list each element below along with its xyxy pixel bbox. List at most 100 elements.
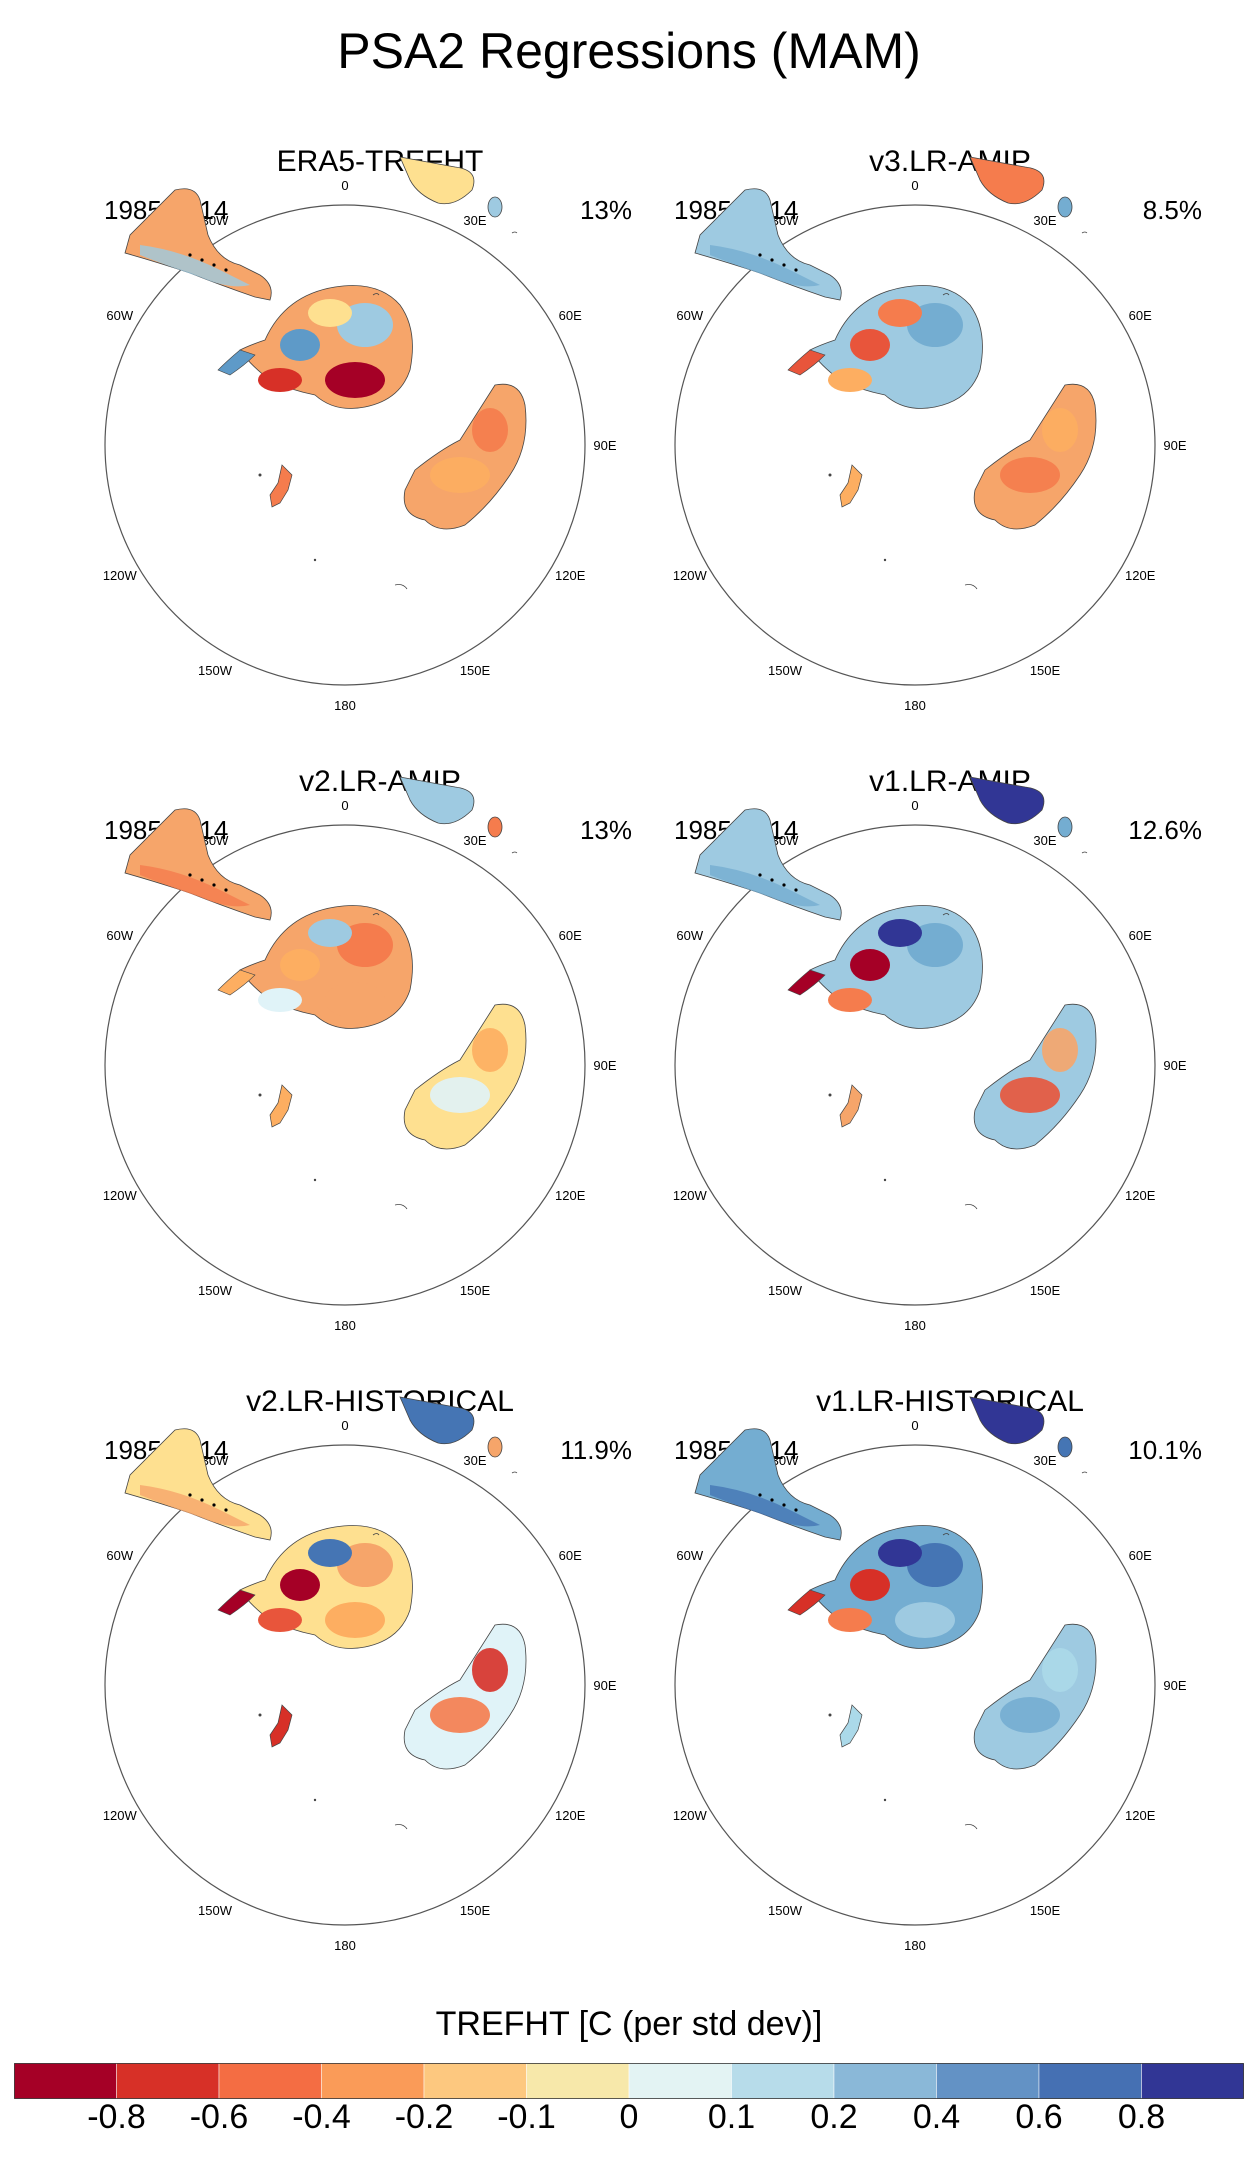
colorbar-tick-label: 0 [619,2098,639,2136]
panel-variance-percent: 8.5% [1142,195,1202,225]
longitude-label: 150E [1030,663,1061,678]
south-america-landmass [694,1428,842,1541]
africa-landmass [399,776,475,825]
map-boundary [104,824,586,1306]
map-panel: v3.LR-AMIP1985-20148.5%030E60E90E120E150… [670,145,1230,725]
longitude-label: 60E [1129,1548,1152,1563]
longitude-label: 0 [341,178,348,193]
polar-map: 030E60E90E120E150E180150W120W90W60W30W [673,776,1187,1333]
longitude-label: 60W [676,1548,703,1563]
longitude-label: 30W [772,1453,799,1468]
longitude-label: 150E [460,1903,491,1918]
panel-variance-percent: 10.1% [1128,1435,1202,1465]
longitude-label: 120W [103,1188,138,1203]
longitude-label: 180 [904,1938,926,1953]
south-america-landmass [124,1428,272,1541]
polar-map: 030E60E90E120E150E180150W120W90W60W30W [673,1396,1187,1953]
panel-variance-percent: 13% [579,195,632,225]
map-panel: ERA5-TREFHT1985-201413%030E60E90E120E150… [100,145,660,725]
longitude-label: 60E [1129,928,1152,943]
colorbar-segment [1141,2063,1244,2099]
colorbar [14,2063,1244,2099]
colorbar-segment [321,2063,425,2099]
map-panel: v2.LR-HISTORICAL1985-201411.9%030E60E90E… [100,1385,660,1965]
longitude-label: 120E [1125,568,1156,583]
africa-landmass [969,156,1045,205]
longitude-label: 180 [334,698,356,713]
colorbar-tick-label: -0.8 [87,2098,146,2136]
colorbar-segment [116,2063,220,2099]
longitude-label: 150E [460,663,491,678]
longitude-label: 120W [673,1188,708,1203]
colorbar-tick-label: 0.2 [810,2098,858,2136]
longitude-label: 120E [555,568,586,583]
longitude-label: 60E [559,1548,582,1563]
longitude-label: 150E [460,1283,491,1298]
map-panel: v2.LR-AMIP1985-201413%030E60E90E120E150E… [100,765,660,1345]
colorbar-segment [628,2063,732,2099]
longitude-label: 30E [1033,833,1056,848]
longitude-label: 180 [904,698,926,713]
new-zealand-landmass [839,1704,863,1748]
colorbar-segment [731,2063,835,2099]
longitude-label: 120E [1125,1808,1156,1823]
new-zealand-landmass [269,464,293,508]
longitude-label: 60W [106,1548,133,1563]
colorbar-tick-label: -0.4 [292,2098,351,2136]
longitude-label: 120E [1125,1188,1156,1203]
panel-variance-percent: 13% [579,815,632,845]
south-america-landmass [124,808,272,921]
map-boundary [674,1444,1156,1926]
map-panel: v1.LR-HISTORICAL1985-201410.1%030E60E90E… [670,1385,1230,1965]
longitude-label: 0 [911,178,918,193]
longitude-label: 90E [593,1678,616,1693]
longitude-label: 150W [768,663,803,678]
africa-landmass [399,156,475,205]
longitude-label: 120W [103,568,138,583]
longitude-label: 60W [106,928,133,943]
colorbar-title: TREFHT [C (per std dev)] [435,2005,823,2043]
polar-map: 030E60E90E120E150E180150W120W90W60W30W [673,156,1187,713]
africa-landmass [969,776,1045,825]
longitude-label: 150W [768,1903,803,1918]
map-panel: v1.LR-AMIP1985-201412.6%030E60E90E120E15… [670,765,1230,1345]
longitude-label: 90E [1163,1058,1186,1073]
panel-variance-percent: 12.6% [1128,815,1202,845]
colorbar-segment [423,2063,527,2099]
longitude-label: 0 [911,1418,918,1433]
map-boundary [674,204,1156,686]
new-zealand-landmass [839,1084,863,1128]
longitude-label: 90E [1163,438,1186,453]
longitude-label: 60E [559,928,582,943]
longitude-label: 30W [202,213,229,228]
longitude-label: 60W [676,928,703,943]
longitude-label: 150W [198,663,233,678]
longitude-label: 0 [911,798,918,813]
longitude-label: 90E [593,438,616,453]
longitude-label: 150E [1030,1283,1061,1298]
longitude-label: 150W [198,1283,233,1298]
polar-map: 030E60E90E120E150E180150W120W90W60W30W [103,156,617,713]
longitude-label: 180 [334,1938,356,1953]
longitude-label: 30E [1033,213,1056,228]
colorbar-tick-label: 0.4 [912,2098,961,2136]
colorbar-segment [526,2063,630,2099]
longitude-label: 180 [904,1318,926,1333]
longitude-label: 30E [463,833,486,848]
longitude-label: 30W [202,1453,229,1468]
new-zealand-landmass [839,464,863,508]
colorbar-tick-label: -0.1 [497,2098,556,2136]
colorbar-segment [218,2063,322,2099]
polar-map: 030E60E90E120E150E180150W120W90W60W30W [103,776,617,1333]
longitude-label: 150W [768,1283,803,1298]
colorbar-segment [936,2063,1040,2099]
longitude-label: 60W [106,308,133,323]
longitude-label: 120W [103,1808,138,1823]
longitude-label: 0 [341,798,348,813]
longitude-label: 30E [463,1453,486,1468]
longitude-label: 180 [334,1318,356,1333]
longitude-label: 120E [555,1808,586,1823]
south-america-landmass [124,188,272,301]
longitude-label: 60E [559,308,582,323]
polar-map: 030E60E90E120E150E180150W120W90W60W30W [103,1396,617,1953]
